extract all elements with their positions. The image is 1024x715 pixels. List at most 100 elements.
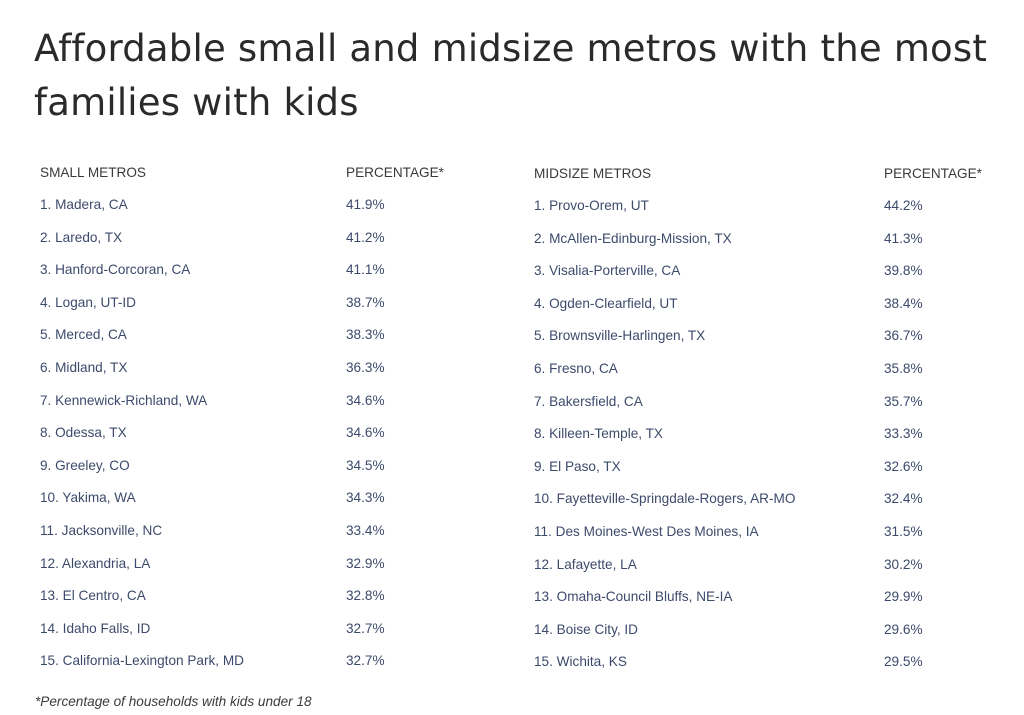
table-row: 4. Ogden-Clearfield, UT 38.4% <box>534 294 1004 327</box>
metro-name: 7. Kennewick-Richland, WA <box>40 392 208 408</box>
table-row: 1. Madera, CA 41.9% <box>40 195 510 228</box>
metro-percentage: 32.8% <box>346 588 385 604</box>
metro-percentage: 41.1% <box>346 262 385 278</box>
table-row: 9. El Paso, TX 32.6% <box>534 457 1004 490</box>
metro-name: 14. Idaho Falls, ID <box>40 620 151 636</box>
metro-percentage: 32.4% <box>884 491 923 507</box>
metro-name: 10. Fayetteville-Springdale-Rogers, AR-M… <box>534 491 796 507</box>
metro-percentage: 36.7% <box>884 328 923 344</box>
table-row: 7. Bakersfield, CA 35.7% <box>534 392 1004 425</box>
metro-percentage: 41.2% <box>346 229 385 245</box>
metro-name: 13. Omaha-Council Bluffs, NE-IA <box>534 589 733 605</box>
metro-percentage: 34.5% <box>346 457 385 473</box>
metro-name: 1. Provo-Orem, UT <box>534 198 649 213</box>
metro-name: 3. Visalia-Porterville, CA <box>534 263 681 279</box>
metro-percentage: 34.6% <box>346 425 385 441</box>
table-header: SMALL METROS PERCENTAGE* <box>40 163 510 195</box>
table-row: 5. Merced, CA 38.3% <box>40 325 510 358</box>
metro-name: 7. Bakersfield, CA <box>534 393 643 409</box>
metro-percentage: 41.9% <box>346 197 385 212</box>
table-row: 10. Fayetteville-Springdale-Rogers, AR-M… <box>534 489 1004 522</box>
metro-name: 12. Lafayette, LA <box>534 556 637 572</box>
midsize-metros-table: MIDSIZE METROS PERCENTAGE* 1. Provo-Orem… <box>534 164 1004 685</box>
column-header-metro: MIDSIZE METROS <box>534 166 652 181</box>
table-row: 7. Kennewick-Richland, WA 34.6% <box>40 391 510 424</box>
metro-percentage: 44.2% <box>884 198 923 213</box>
metro-name: 15. California-Lexington Park, MD <box>40 653 244 669</box>
table-row: 6. Midland, TX 36.3% <box>40 358 510 391</box>
table-row: 13. Omaha-Council Bluffs, NE-IA 29.9% <box>534 587 1004 620</box>
metro-percentage: 33.4% <box>346 522 385 538</box>
metro-percentage: 38.3% <box>346 327 385 343</box>
metro-name: 8. Killeen-Temple, TX <box>534 426 663 442</box>
metro-percentage: 29.9% <box>884 589 923 605</box>
metro-name: 9. El Paso, TX <box>534 458 621 474</box>
table-row: 12. Lafayette, LA 30.2% <box>534 555 1004 588</box>
table-row: 14. Idaho Falls, ID 32.7% <box>40 619 510 652</box>
metro-name: 10. Yakima, WA <box>40 490 136 506</box>
table-body: 1. Provo-Orem, UT 44.2% 2. McAllen-Edinbur… <box>534 196 1004 685</box>
table-row: 3. Visalia-Porterville, CA 39.8% <box>534 261 1004 294</box>
metro-percentage: 32.7% <box>346 653 385 669</box>
table-row: 10. Yakima, WA 34.3% <box>40 488 510 521</box>
table-row: 3. Hanford-Corcoran, CA 41.1% <box>40 260 510 293</box>
metro-percentage: 35.8% <box>884 360 923 376</box>
table-row: 12. Alexandria, LA 32.9% <box>40 554 510 587</box>
metro-name: 13. El Centro, CA <box>40 588 146 604</box>
column-header-percentage: PERCENTAGE* <box>884 166 982 181</box>
metro-name: 2. Laredo, TX <box>40 229 123 245</box>
metro-percentage: 29.5% <box>884 654 923 670</box>
metro-name: 5. Merced, CA <box>40 327 127 343</box>
table-row: 2. Laredo, TX 41.2% <box>40 228 510 261</box>
metro-name: 4. Ogden-Clearfield, UT <box>534 295 678 311</box>
metro-name: 4. Logan, UT-ID <box>40 294 136 310</box>
metro-name: 2. McAllen-Edinburg-Mission, TX <box>534 230 732 246</box>
table-row: 15. Wichita, KS 29.5% <box>534 652 1004 685</box>
table-row: 5. Brownsville-Harlingen, TX 36.7% <box>534 326 1004 359</box>
metro-percentage: 38.4% <box>884 295 923 311</box>
metro-name: 14. Boise City, ID <box>534 621 639 637</box>
metro-name: 6. Midland, TX <box>40 359 128 375</box>
column-header-percentage: PERCENTAGE* <box>346 165 444 180</box>
metro-name: 3. Hanford-Corcoran, CA <box>40 262 191 278</box>
table-row: 6. Fresno, CA 35.8% <box>534 359 1004 392</box>
table-row: 2. McAllen-Edinburg-Mission, TX 41.3% <box>534 229 1004 262</box>
table-row: 9. Greeley, CO 34.5% <box>40 456 510 489</box>
footnote: *Percentage of households with kids unde… <box>35 694 312 709</box>
metro-name: 6. Fresno, CA <box>534 360 618 376</box>
metro-percentage: 32.7% <box>346 620 385 636</box>
table-row: 15. California-Lexington Park, MD 32.7% <box>40 651 510 684</box>
table-header: MIDSIZE METROS PERCENTAGE* <box>534 164 1004 196</box>
small-metros-table: SMALL METROS PERCENTAGE* 1. Madera, CA 41… <box>40 163 510 684</box>
metro-percentage: 36.3% <box>346 359 385 375</box>
table-row: 13. El Centro, CA 32.8% <box>40 586 510 619</box>
metro-percentage: 32.6% <box>884 458 923 474</box>
table-body: 1. Madera, CA 41.9% 2. Laredo, TX 41.2% 3. H… <box>40 195 510 684</box>
table-row: 8. Killeen-Temple, TX 33.3% <box>534 424 1004 457</box>
metro-percentage: 29.6% <box>884 621 923 637</box>
metro-name: 8. Odessa, TX <box>40 425 127 441</box>
table-row: 4. Logan, UT-ID 38.7% <box>40 293 510 326</box>
metro-percentage: 32.9% <box>346 555 385 571</box>
table-row: 8. Odessa, TX 34.6% <box>40 423 510 456</box>
metro-percentage: 35.7% <box>884 393 923 409</box>
metro-name: 11. Jacksonville, NC <box>40 522 163 538</box>
table-row: 11. Des Moines-West Des Moines, IA 31.5% <box>534 522 1004 555</box>
metro-name: 9. Greeley, CO <box>40 457 130 473</box>
metro-name: 12. Alexandria, LA <box>40 555 151 571</box>
metro-percentage: 38.7% <box>346 294 385 310</box>
table-row: 11. Jacksonville, NC 33.4% <box>40 521 510 554</box>
metro-percentage: 41.3% <box>884 230 923 246</box>
page-title: Affordable small and midsize metros with… <box>34 27 988 124</box>
metro-percentage: 39.8% <box>884 263 923 279</box>
metro-percentage: 34.6% <box>346 392 385 408</box>
table-row: 14. Boise City, ID 29.6% <box>534 620 1004 653</box>
metro-name: 15. Wichita, KS <box>534 654 627 670</box>
table-row: 1. Provo-Orem, UT 44.2% <box>534 196 1004 229</box>
metro-percentage: 30.2% <box>884 556 923 572</box>
metro-percentage: 31.5% <box>884 523 923 539</box>
metro-name: 1. Madera, CA <box>40 197 128 212</box>
metro-name: 11. Des Moines-West Des Moines, IA <box>534 523 759 539</box>
metro-name: 5. Brownsville-Harlingen, TX <box>534 328 706 344</box>
column-header-metro: SMALL METROS <box>40 165 147 180</box>
